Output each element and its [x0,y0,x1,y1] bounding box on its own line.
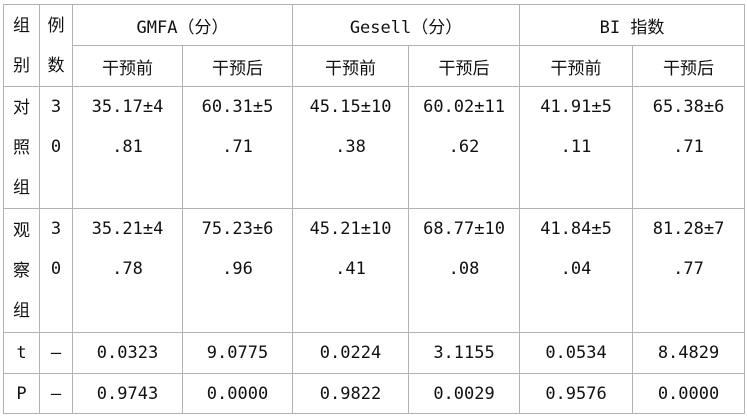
count-header: 例 数 [39,4,73,87]
sub-header: 干预后 [632,45,746,87]
value-line: 45.21±10 [309,219,392,239]
value-line: 60.02±11 [423,97,505,117]
group-char: 照 [13,137,30,158]
value-line: 68.77±10 [423,219,505,239]
value-line: 41.84±5 [540,219,612,239]
value-line: 45.15±10 [309,97,392,117]
count-digit: 0 [50,137,62,157]
group-header-line: 组 [13,15,30,36]
value-line: .78 [112,259,143,279]
count-header-line: 例 [47,15,65,36]
table-row-observation: 观 察 组 3 0 35.21±4 .78 75.23±6 .96 45.21±… [3,208,746,333]
value-line: .77 [673,259,704,279]
value-line: 35.21±4 [91,219,164,239]
measure-header-gmfa: GMFA（分） [71,4,294,46]
stat-value: 0.0029 [408,373,521,414]
value-cell: 41.91±5 .11 [519,86,634,209]
count-cell: 3 0 [39,208,73,333]
sub-header: 干预前 [72,45,183,87]
value-line: 81.28±7 [652,219,725,239]
table-row-t: t – 0.0323 9.0775 0.0224 3.1155 0.0534 8… [3,332,746,374]
stat-value: 0.0323 [72,332,183,374]
value-line: 60.31±5 [201,97,274,117]
value-line: .04 [560,259,592,279]
measure-header-gesell: Gesell（分） [292,4,521,46]
stat-value: 0.0534 [519,332,634,374]
value-cell: 35.21±4 .78 [72,208,183,333]
group-char: 观 [13,220,30,241]
value-line: .96 [222,259,253,279]
value-cell: 45.21±10 .41 [292,208,410,333]
group-char: 组 [13,300,30,321]
value-cell: 60.02±11 .62 [408,86,521,209]
sub-header: 干预前 [292,45,410,87]
group-char: 对 [13,97,30,118]
stat-value: 0.0000 [632,373,746,414]
value-line: 41.91±5 [540,97,612,117]
stat-value: 0.9743 [72,373,183,414]
stat-value: 0.0224 [292,332,410,374]
value-line: .41 [335,259,366,279]
value-line: 75.23±6 [201,219,274,239]
value-cell: 41.84±5 .04 [519,208,634,333]
stat-value: 8.4829 [632,332,746,374]
group-cell: 观 察 组 [3,208,40,333]
count-header-line: 数 [47,55,65,76]
count-cell: 3 0 [39,86,73,209]
stat-label: P [3,373,40,414]
sub-header: 干预后 [408,45,521,87]
value-cell: 60.31±5 .71 [181,86,294,209]
group-cell: 对 照 组 [3,86,40,209]
value-line: .71 [673,137,704,157]
header-row-phases: 干预前 干预后 干预前 干预后 干预前 干预后 [4,45,746,87]
stat-value: 0.9576 [519,373,634,414]
value-line: .71 [222,137,253,157]
table-row-p: P – 0.9743 0.0000 0.9822 0.0029 0.9576 0… [3,373,746,414]
stat-label: t [3,332,40,374]
table-row-control: 对 照 组 3 0 35.17±4 .81 60.31±5 .71 45.15±… [3,86,746,209]
value-cell: 45.15±10 .38 [292,86,410,209]
count-digit: 3 [50,97,62,117]
measure-header-bi: BI 指数 [519,4,746,46]
value-line: .38 [335,137,366,157]
value-cell: 35.17±4 .81 [72,86,183,209]
group-header-line: 别 [13,55,30,76]
count-digit: 0 [50,259,62,279]
stat-count: – [39,332,73,374]
value-cell: 68.77±10 .08 [408,208,521,333]
stat-value: 0.0000 [181,373,294,414]
value-line: 65.38±6 [652,97,725,117]
stat-value: 9.0775 [181,332,294,374]
group-header: 组 别 [3,4,40,87]
value-line: .81 [112,137,143,157]
count-digit: 3 [50,219,62,239]
sub-header: 干预前 [519,45,634,87]
value-line: 35.17±4 [91,97,164,117]
group-char: 组 [13,177,30,198]
value-line: .08 [448,259,480,279]
value-cell: 81.28±7 .77 [632,208,746,333]
group-char: 察 [13,260,30,281]
value-cell: 65.38±6 .71 [632,86,746,209]
sub-header: 干预后 [181,45,294,87]
stat-value: 3.1155 [408,332,521,374]
results-table: 组 别 例 数 GMFA（分） Gesell（分） BI 指数 干预前 干预后 … [3,4,746,414]
value-line: .62 [448,137,480,157]
stat-value: 0.9822 [292,373,410,414]
header-row-measures: 组 别 例 数 GMFA（分） Gesell（分） BI 指数 [3,4,746,87]
stat-count: – [39,373,73,414]
value-cell: 75.23±6 .96 [181,208,294,333]
value-line: .11 [560,137,592,157]
